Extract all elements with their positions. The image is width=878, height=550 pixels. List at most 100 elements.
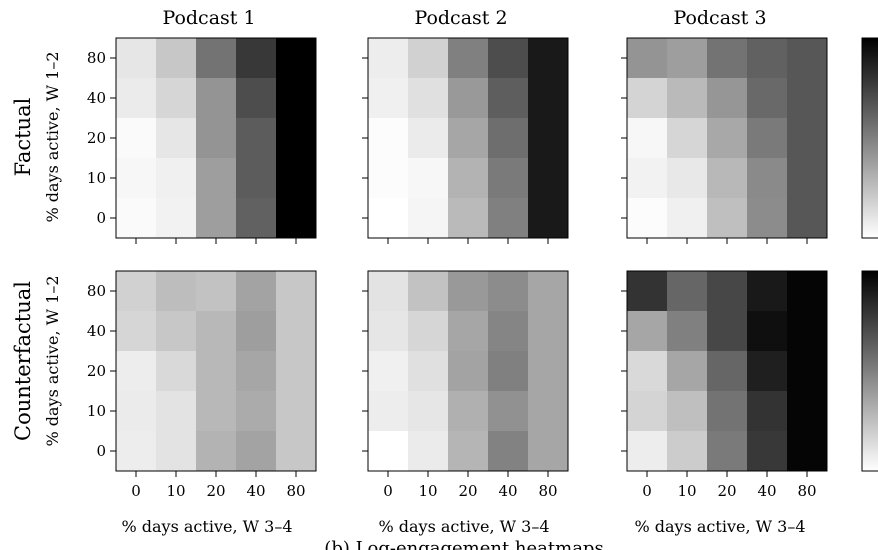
heatmap-cell [707,271,748,312]
x-tick-label: 10 [166,482,185,500]
heatmap-cell [368,198,409,239]
x-tick-label: 10 [677,482,696,500]
heatmap-cell [627,391,668,432]
x-axis-label: % days active, W 3–4 [378,517,549,536]
heatmap-cell [528,351,569,392]
heatmap-cell [707,198,748,239]
x-axis-label: % days active, W 3–4 [634,517,805,536]
heatmap-cell [408,158,449,199]
heatmap-cell [787,351,828,392]
column-title: Podcast 3 [673,7,766,29]
heatmap-cell [408,351,449,392]
heatmap-cell [276,198,317,239]
heatmap-cell [528,78,569,119]
heatmap-cell [368,431,409,472]
x-tick-label: 0 [131,482,141,500]
heatmap-cell [448,198,489,239]
heatmap-cell [196,391,237,432]
heatmap-cell [156,198,197,239]
heatmap-cell [488,271,529,312]
heatmap-cell [787,198,828,239]
heatmap-cell [747,78,788,119]
heatmap-cell [156,351,197,392]
heatmap-cell [408,391,449,432]
heatmap-cell [156,118,197,159]
heatmap-cell [488,38,529,79]
heatmap-cell [787,78,828,119]
figure-caption: (b) Log-engagement heatmaps [324,538,603,550]
heatmap-cell [196,78,237,119]
heatmap-cell [236,158,277,199]
heatmap-cell [276,271,317,312]
y-tick-label: 20 [87,129,106,147]
heatmap-cell [528,38,569,79]
heatmap-cell [156,391,197,432]
heatmap-cell [627,118,668,159]
heatmap-cell [276,391,317,432]
heatmap-cell [667,431,708,472]
heatmap-cell [488,78,529,119]
heatmap-cell [627,351,668,392]
heatmap-cell [707,311,748,352]
heatmap-cell [627,311,668,352]
heatmap-cell [528,198,569,239]
heatmap-cell [707,351,748,392]
heatmap-cell [787,118,828,159]
heatmap-cell [787,311,828,352]
heatmap-cell [528,158,569,199]
y-tick-label: 40 [87,89,106,107]
heatmap-cell [707,38,748,79]
heatmap-cell [488,431,529,472]
heatmap-cell [116,198,157,239]
heatmap-cell [116,311,157,352]
heatmap-cell [156,311,197,352]
heatmap-cell [747,158,788,199]
heatmap-cell [667,198,708,239]
y-tick-label: 10 [87,402,106,420]
heatmap-cell [156,271,197,312]
heatmap-cell [236,351,277,392]
heatmap-cell [408,38,449,79]
heatmap-cell [448,271,489,312]
heatmap-cell [667,391,708,432]
heatmap-cell [196,158,237,199]
x-tick-label: 40 [757,482,776,500]
x-tick-label: 0 [383,482,393,500]
heatmap-cell [667,158,708,199]
heatmap-cell [236,271,277,312]
heatmap-cell [667,38,708,79]
x-tick-label: 20 [458,482,477,500]
heatmap-cell [787,391,828,432]
heatmap-cell [196,38,237,79]
row-label: Counterfactual [11,281,35,441]
x-tick-label: 20 [717,482,736,500]
heatmap-cell [448,351,489,392]
heatmap-cell [787,271,828,312]
heatmap-cell [707,391,748,432]
heatmap-cell [667,311,708,352]
heatmap-cell [667,271,708,312]
y-tick-label: 40 [87,322,106,340]
heatmap-cell [488,158,529,199]
heatmap-cell [408,431,449,472]
heatmap-cell [116,78,157,119]
heatmap-cell [627,271,668,312]
heatmap-cell [707,118,748,159]
heatmap-cell [787,158,828,199]
heatmap-cell [236,78,277,119]
heatmap-cell [747,118,788,159]
heatmap-cell [528,118,569,159]
heatmap-cell [156,158,197,199]
heatmap-cell [368,311,409,352]
x-tick-label: 80 [286,482,305,500]
heatmap-cell [667,351,708,392]
y-tick-label: 80 [87,49,106,67]
heatmap-cell [236,431,277,472]
heatmap-cell [368,351,409,392]
heatmap-cell [196,431,237,472]
heatmap-cell [448,391,489,432]
heatmap-cell [276,38,317,79]
y-tick-label: 0 [96,442,106,460]
column-title: Podcast 1 [162,7,255,29]
